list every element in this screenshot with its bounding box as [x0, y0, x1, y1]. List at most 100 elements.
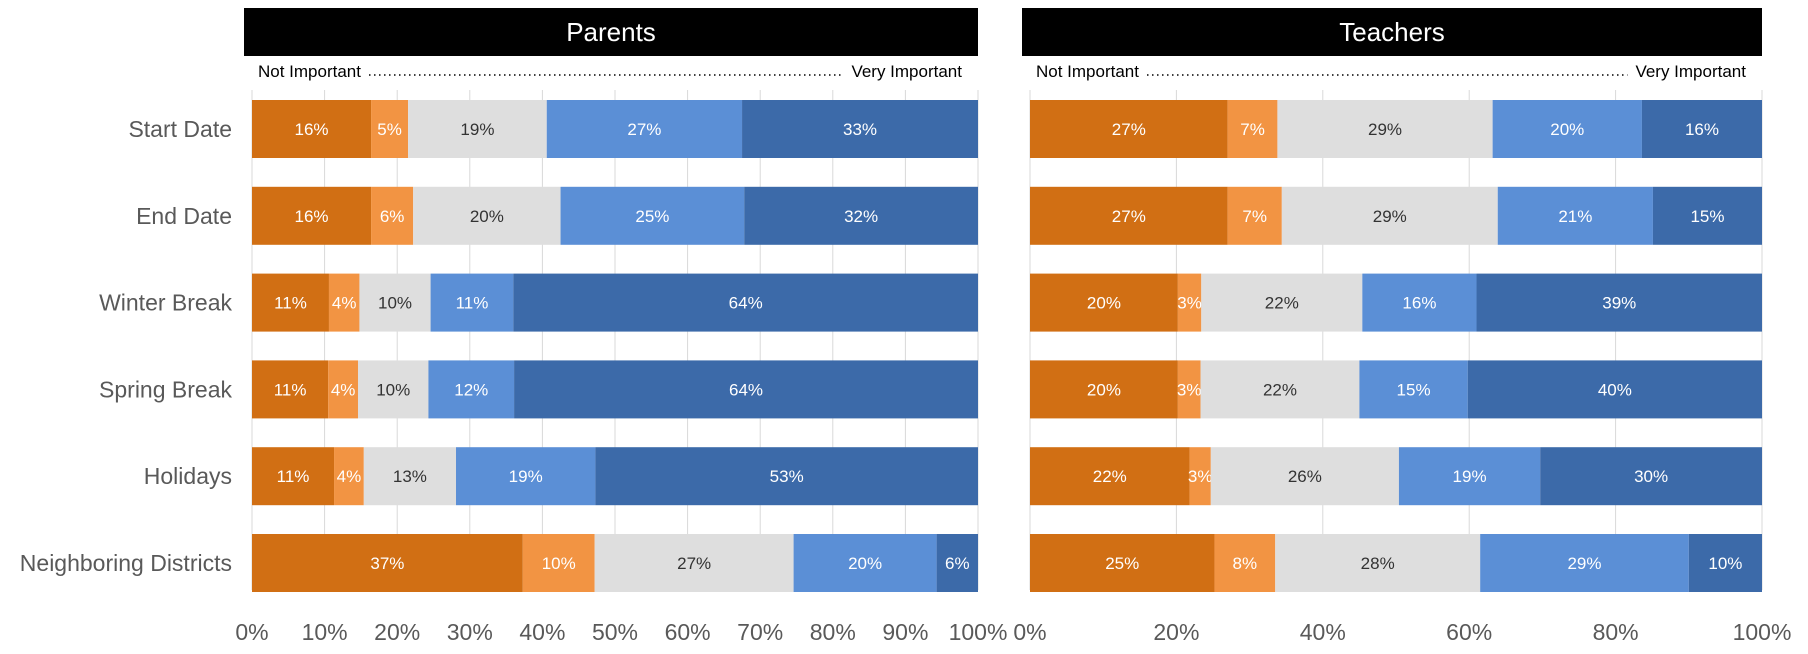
data-label: 12%	[454, 380, 488, 399]
panel-title: Parents	[566, 17, 656, 47]
x-tick-label: 40%	[1300, 619, 1346, 645]
bar-segment	[1281, 186, 1498, 245]
scale-high-label: Very Important	[851, 62, 962, 81]
x-tick-label: 90%	[882, 619, 928, 645]
bar-segment	[595, 447, 978, 506]
bar-segment	[456, 447, 596, 506]
bar-segment	[1030, 534, 1215, 592]
bar-segment	[1467, 360, 1762, 419]
data-label: 40%	[1598, 380, 1632, 399]
x-tick-label: 60%	[665, 619, 711, 645]
data-label: 8%	[1233, 554, 1258, 573]
data-label: 3%	[1177, 294, 1202, 313]
data-label: 15%	[1397, 380, 1431, 399]
x-tick-label: 60%	[1446, 619, 1492, 645]
bar-segment	[1227, 186, 1282, 245]
data-label: 4%	[337, 467, 362, 486]
data-label: 20%	[848, 554, 882, 573]
data-label: 10%	[376, 380, 410, 399]
data-label: 27%	[677, 554, 711, 573]
bar-segment	[1030, 360, 1178, 419]
bar-segment	[1030, 186, 1228, 245]
data-label: 7%	[1242, 207, 1267, 226]
data-label: 27%	[1112, 207, 1146, 226]
bar-segment	[328, 360, 358, 419]
bar-segment	[1200, 360, 1360, 419]
bar-segment	[513, 273, 978, 332]
data-label: 5%	[377, 120, 402, 139]
data-label: 20%	[1087, 294, 1121, 313]
x-tick-label: 100%	[949, 619, 1008, 645]
data-label: 3%	[1177, 380, 1202, 399]
data-label: 3%	[1188, 467, 1213, 486]
x-tick-label: 20%	[1153, 619, 1199, 645]
x-tick-label: 80%	[1593, 619, 1639, 645]
x-tick-label: 80%	[810, 619, 856, 645]
category-label: Spring Break	[99, 376, 232, 402]
bar-segment	[742, 100, 978, 158]
bar-segment	[371, 186, 414, 245]
bar-segment	[546, 100, 743, 158]
data-label: 53%	[770, 467, 804, 486]
data-label: 16%	[1402, 294, 1436, 313]
bar-segment	[1492, 100, 1642, 158]
bar-segment	[428, 360, 515, 419]
bar-segment	[1688, 534, 1762, 592]
data-label: 21%	[1558, 207, 1592, 226]
data-label: 10%	[1708, 554, 1742, 573]
data-label: 29%	[1368, 120, 1402, 139]
bar-segment	[363, 447, 457, 506]
data-label: 19%	[509, 467, 543, 486]
data-label: 25%	[635, 207, 669, 226]
data-label: 30%	[1634, 467, 1668, 486]
bar-segment	[328, 273, 360, 332]
bar-segment	[430, 273, 514, 332]
bar-segment	[1362, 273, 1477, 332]
data-label: 11%	[274, 294, 307, 313]
data-label: 10%	[378, 294, 412, 313]
data-label: 10%	[542, 554, 576, 573]
data-label: 20%	[1550, 120, 1584, 139]
bar-segment	[1210, 447, 1399, 506]
bar-segment	[334, 447, 364, 506]
panel-teachers: Teachers Not Important Very Important 0% 20%…	[1013, 8, 1791, 645]
bar-segment	[1480, 534, 1689, 592]
data-label: 13%	[393, 467, 427, 486]
bar-segment	[1540, 447, 1762, 506]
bar-segment	[357, 360, 429, 419]
bar-segment	[1497, 186, 1653, 245]
data-label: 22%	[1093, 467, 1127, 486]
data-label: 32%	[844, 207, 878, 226]
data-label: 11%	[277, 467, 310, 486]
bar-segment	[522, 534, 595, 592]
bar-segment	[1177, 360, 1201, 419]
data-label: 11%	[456, 294, 489, 313]
data-label: 7%	[1240, 120, 1265, 139]
data-label: 26%	[1288, 467, 1322, 486]
bar-segment	[413, 186, 561, 245]
data-label: 29%	[1567, 554, 1601, 573]
data-label: 6%	[380, 207, 405, 226]
bar-segment	[359, 273, 431, 332]
data-label: 6%	[945, 554, 970, 573]
bar-segment	[744, 186, 978, 245]
bar-segment	[1177, 273, 1202, 332]
category-label: End Date	[136, 203, 232, 229]
panel-title-bar	[244, 8, 978, 56]
category-label: Neighboring Districts	[20, 550, 232, 576]
data-label: 27%	[627, 120, 661, 139]
panel-parents: Parents Not Important Very Important 0% 10% 2…	[235, 8, 1007, 645]
x-tick-label: 100%	[1733, 619, 1792, 645]
bar-segment	[1277, 100, 1493, 158]
x-tick-label: 70%	[737, 619, 783, 645]
bar-segment	[1398, 447, 1541, 506]
bar-segment	[1030, 100, 1228, 158]
category-labels: Start Date End Date Winter Break Spring Bre…	[20, 116, 233, 576]
data-label: 27%	[1112, 120, 1146, 139]
data-label: 19%	[460, 120, 494, 139]
bar-segment	[1652, 186, 1762, 245]
data-label: 16%	[295, 120, 329, 139]
category-label: Start Date	[128, 116, 232, 142]
bar-segment	[1189, 447, 1211, 506]
bar-segment	[252, 360, 329, 419]
